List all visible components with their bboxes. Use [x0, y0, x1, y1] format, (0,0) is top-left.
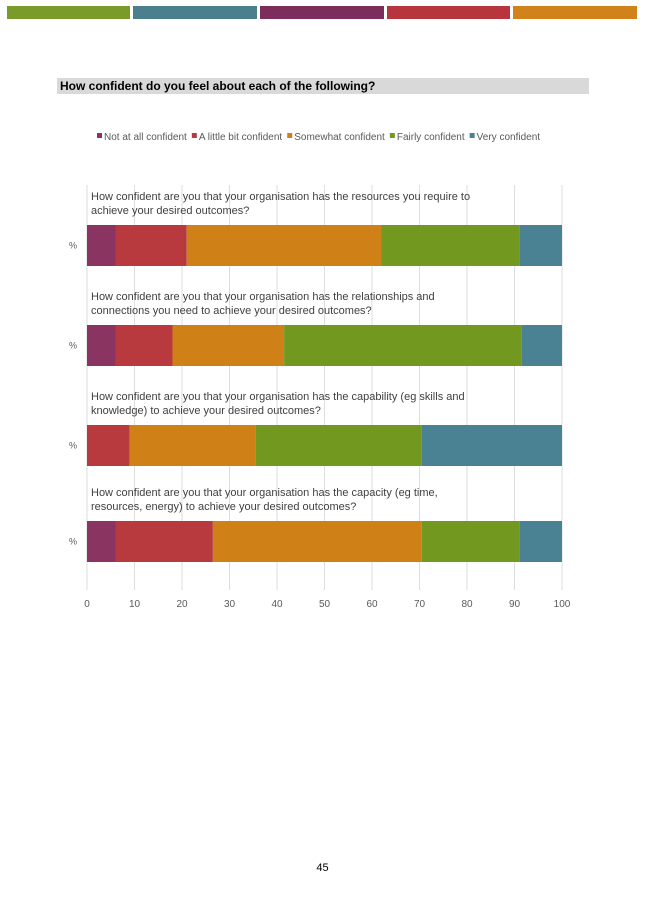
bar-segment — [115, 225, 187, 266]
page-number: 45 — [316, 862, 329, 874]
question-label: achieve your desired outcomes? — [91, 205, 249, 217]
legend-label: A little bit confident — [199, 132, 283, 143]
legend-swatch — [191, 133, 197, 138]
x-tick-label: 30 — [224, 599, 236, 610]
question-label: How confident are you that your organisa… — [91, 191, 470, 203]
x-tick-label: 50 — [319, 599, 331, 610]
bar-segment — [115, 521, 213, 562]
category-axis-label: % — [69, 241, 77, 251]
bar-segment — [212, 521, 422, 562]
section-heading-band: How confident do you feel about each of … — [57, 78, 589, 94]
x-tick-label: 40 — [271, 599, 283, 610]
category-axis-label: % — [69, 441, 77, 451]
x-tick-label: 10 — [129, 599, 141, 610]
legend-swatch — [389, 133, 395, 138]
bar-segment — [186, 225, 382, 266]
bar-segment — [115, 325, 173, 366]
bar-segment — [381, 225, 520, 266]
legend-swatch — [287, 133, 293, 138]
legend-label: Somewhat confident — [294, 132, 385, 143]
question-label: knowledge) to achieve your desired outco… — [91, 405, 321, 417]
bar-segment — [87, 425, 130, 466]
bar-segment — [421, 521, 520, 562]
category-axis-label: % — [69, 537, 77, 547]
bar-segment — [519, 521, 562, 562]
legend-label: Not at all confident — [104, 132, 187, 143]
x-tick-label: 60 — [366, 599, 378, 610]
header-stripe — [387, 6, 510, 19]
bar-segment — [519, 225, 562, 266]
bar-segment — [129, 425, 256, 466]
bar-segment — [421, 425, 562, 466]
bar-segment — [172, 325, 285, 366]
legend-swatch — [97, 133, 102, 138]
x-tick-label: 20 — [176, 599, 188, 610]
x-tick-label: 70 — [414, 599, 426, 610]
x-tick-label: 0 — [84, 599, 90, 610]
x-tick-label: 80 — [461, 599, 473, 610]
legend-label: Fairly confident — [397, 132, 465, 143]
section-heading: How confident do you feel about each of … — [60, 79, 376, 93]
legend-label: Very confident — [477, 132, 541, 143]
bar-segment — [284, 325, 522, 366]
category-axis-label: % — [69, 341, 77, 351]
question-label: How confident are you that your organisa… — [91, 391, 465, 403]
question-label: How confident are you that your organisa… — [91, 291, 435, 303]
bar-segment — [87, 325, 116, 366]
question-label: resources, energy) to achieve your desir… — [91, 501, 356, 513]
x-tick-label: 100 — [554, 599, 571, 610]
header-stripe — [513, 6, 637, 19]
bar-segment — [87, 225, 116, 266]
header-stripe — [7, 6, 130, 19]
question-label: connections you need to achieve your des… — [91, 305, 372, 317]
header-stripe — [260, 6, 384, 19]
legend-swatch — [469, 133, 475, 138]
bar-segment — [87, 521, 116, 562]
bar-segment — [255, 425, 422, 466]
x-tick-label: 90 — [509, 599, 521, 610]
bar-segment — [521, 325, 562, 366]
question-label: How confident are you that your organisa… — [91, 487, 438, 499]
header-stripe — [133, 6, 257, 19]
